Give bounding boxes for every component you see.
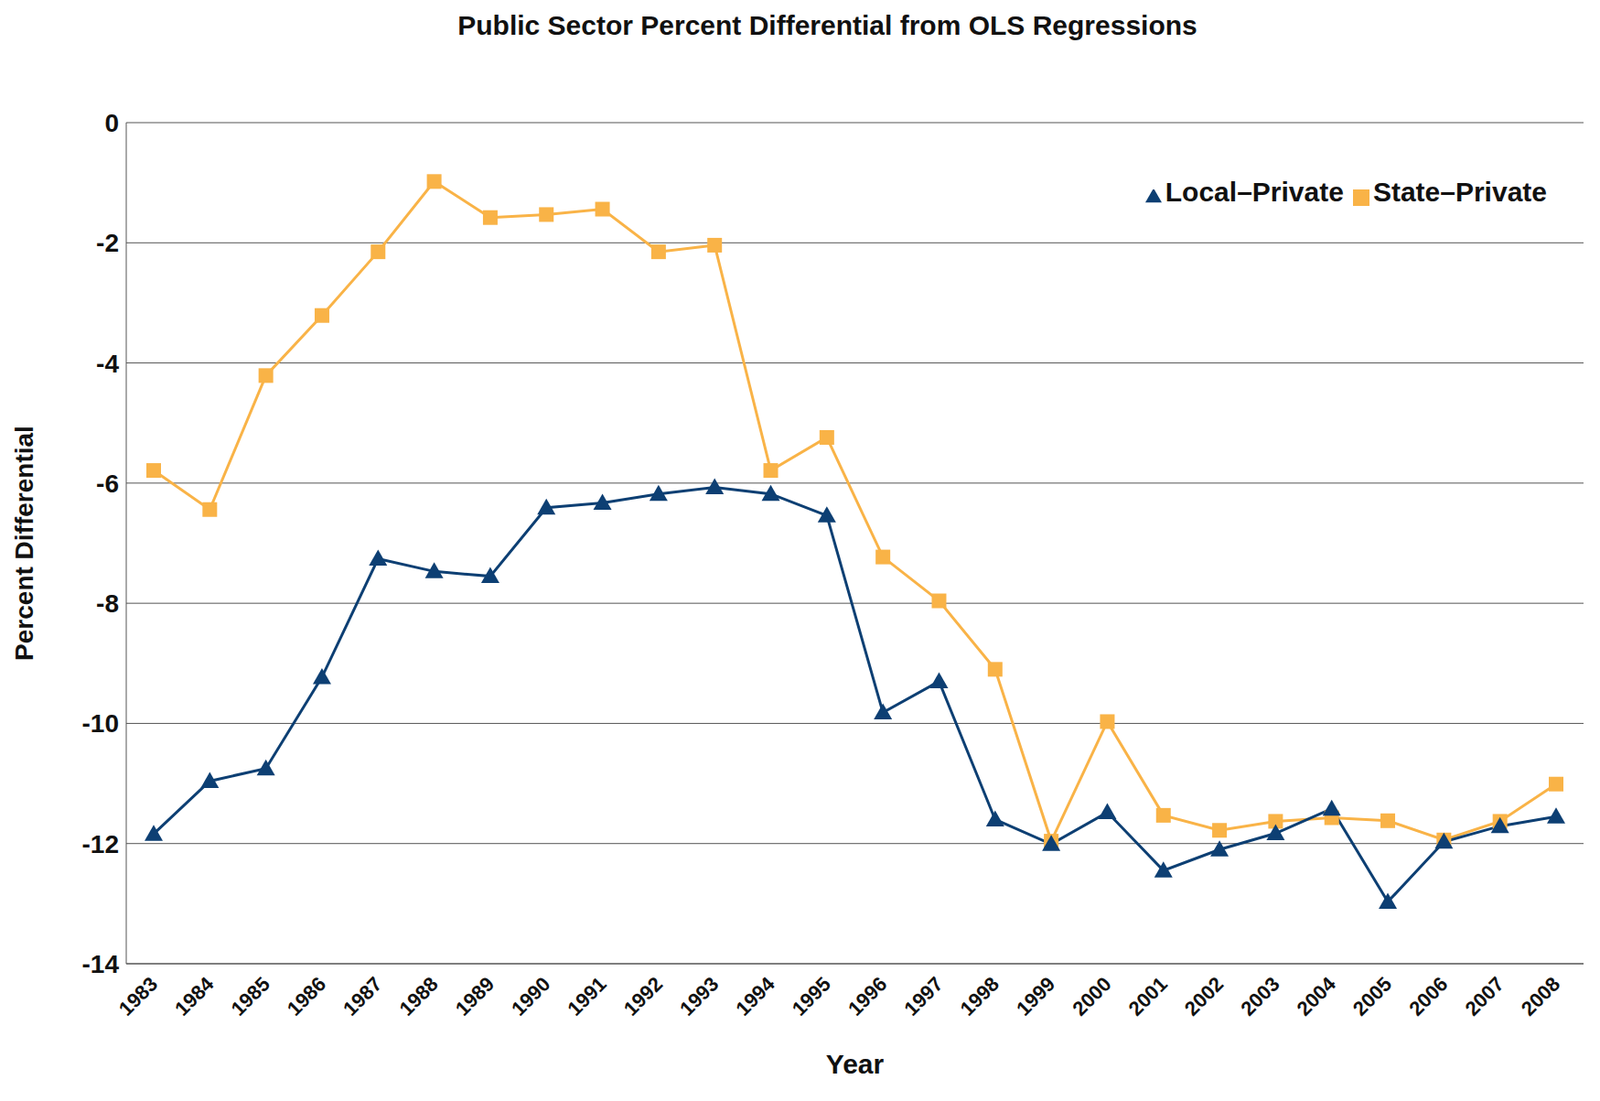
svg-text:1997: 1997 [899,972,947,1021]
svg-text:1988: 1988 [394,972,442,1021]
svg-text:1996: 1996 [843,972,892,1021]
svg-text:2000: 2000 [1067,972,1116,1021]
svg-text:1987: 1987 [338,972,387,1021]
svg-text:0: 0 [104,108,119,138]
svg-text:1986: 1986 [282,972,331,1021]
svg-text:-12: -12 [82,829,119,859]
svg-text:1992: 1992 [619,972,667,1021]
svg-text:1984: 1984 [170,971,219,1021]
svg-text:2001: 2001 [1124,972,1172,1021]
svg-text:Percent Differential: Percent Differential [10,425,39,661]
svg-text:1991: 1991 [562,972,611,1021]
svg-text:2003: 2003 [1235,972,1284,1021]
svg-text:2004: 2004 [1292,971,1342,1021]
svg-text:1989: 1989 [451,972,499,1021]
svg-text:-10: -10 [82,708,119,738]
svg-text:-8: -8 [96,589,119,618]
svg-text:2007: 2007 [1460,972,1509,1021]
svg-text:2002: 2002 [1180,972,1228,1021]
svg-text:1985: 1985 [226,972,275,1021]
svg-text:1995: 1995 [787,972,836,1021]
svg-text:Year: Year [826,1048,885,1079]
svg-text:2008: 2008 [1516,972,1565,1021]
html-text:Public Sector Percent Differen: Public Sector Percent Differential from … [457,10,1198,41]
svg-text:1998: 1998 [955,972,1004,1021]
svg-text:2005: 2005 [1348,972,1396,1021]
svg-text:1993: 1993 [675,972,723,1021]
svg-text:-2: -2 [96,228,119,258]
svg-text:1983: 1983 [114,972,162,1021]
svg-text:-14: -14 [82,949,120,978]
svg-text:1990: 1990 [506,972,555,1021]
html-text:State–Private: State–Private [1373,176,1547,207]
svg-text:1994: 1994 [730,971,780,1021]
svg-text:-6: -6 [96,469,119,498]
svg-text:-4: -4 [96,349,119,378]
svg-text:1999: 1999 [1011,972,1060,1021]
svg-text:2006: 2006 [1404,972,1452,1021]
html-text:Local–Private: Local–Private [1165,176,1344,207]
